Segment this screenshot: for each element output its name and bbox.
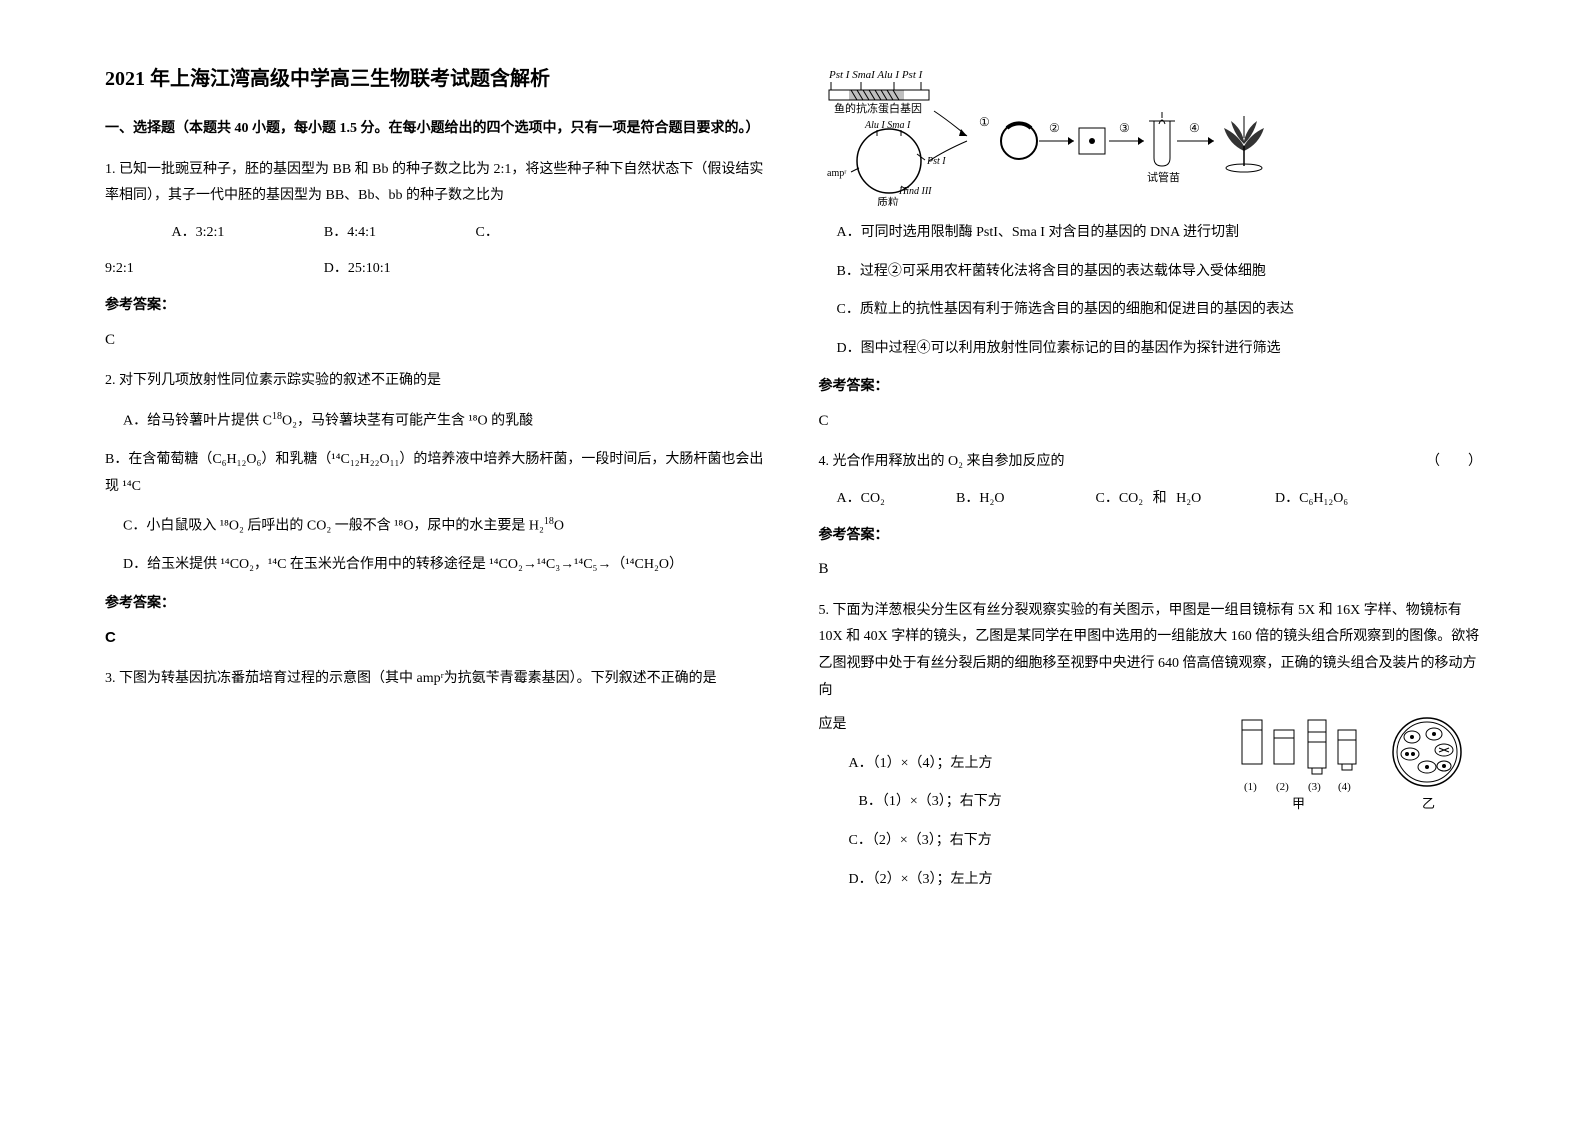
q3-opt-d: D．图中过程④可以利用放射性同位素标记的目的基因作为探针进行筛选 <box>819 336 1483 363</box>
q5-diagram: (1) (2) (3) (4) 甲 乙 <box>1232 712 1482 833</box>
q1-opt-b: B．4:4:1 <box>324 220 376 247</box>
q5-n3: (3) <box>1308 781 1321 793</box>
q2-answer: C <box>105 624 769 653</box>
q1-opt-c: C． <box>476 225 499 240</box>
q2-opt-c-suf: O <box>554 519 564 534</box>
page-title: 2021 年上海江湾高级中学高三生物联考试题含解析 <box>105 60 769 98</box>
diag-step4: ④ <box>1189 121 1200 135</box>
q2-text: 2. 对下列几项放射性同位素示踪实验的叙述不正确的是 <box>105 368 769 395</box>
q1-options-row2: 9:2:1 D．25:10:1 <box>105 256 769 283</box>
q2-opt-c: C．小白鼠吸入 ¹⁸O₂ 后呼出的 CO₂ 一般不含 ¹⁸O，尿中的水主要是 H… <box>105 512 769 540</box>
q1-answer-label: 参考答案： <box>105 293 769 320</box>
plant-icon <box>1224 116 1264 172</box>
q1-text: 1. 已知一批豌豆种子，胚的基因型为 BB 和 Bb 的种子数之比为 2:1，将… <box>105 157 769 210</box>
q1-opt-a: A．3:2:1 <box>172 220 225 247</box>
diag-top-label: Pst I SmaI Alu I Pst I <box>828 69 924 81</box>
q5-jia: 甲 <box>1292 796 1305 811</box>
q5-yi: 乙 <box>1422 796 1435 811</box>
section-intro: 一、选择题（本题共 40 小题，每小题 1.5 分。在每小题给出的四个选项中，只… <box>105 116 769 143</box>
q5-n4: (4) <box>1338 781 1351 793</box>
q2-opt-b: B．在含葡萄糖（C₆H₁₂O₆）和乳糖（¹⁴C₁₂H₂₂O₁₁）的培养液中培养大… <box>105 447 769 500</box>
q5-opt-d: D．（2）×（3）；左上方 <box>819 867 1483 894</box>
question-3-opts: A．可同时选用限制酶 PstI、Sma I 对含目的基因的 DNA 进行切割 B… <box>819 220 1483 435</box>
question-1: 1. 已知一批豌豆种子，胚的基因型为 BB 和 Bb 的种子数之比为 2:1，将… <box>105 157 769 354</box>
right-column: Pst I SmaI Alu I Pst I 鱼的抗冻蛋白基因 Alu I Sm… <box>794 60 1508 1062</box>
q4-opt-b: B．H₂O <box>956 486 1086 513</box>
diag-amp: ampʳ <box>827 168 847 179</box>
q2-opt-a-pre: A．给马铃薯叶片提供 C <box>123 413 272 428</box>
question-4: 4. 光合作用释放出的 O₂ 来自参加反应的 （ ） A．CO₂ B．H₂O C… <box>819 449 1483 583</box>
q2-opt-d: D．给玉米提供 ¹⁴CO₂，¹⁴C 在玉米光合作用中的转移途径是 ¹⁴CO₂→¹… <box>105 552 769 579</box>
q5-text: 5. 下面为洋葱根尖分生区有丝分裂观察实验的有关图示，甲图是一组目镜标有 5X … <box>819 598 1483 704</box>
q2-answer-label: 参考答案： <box>105 591 769 618</box>
q5-n1: (1) <box>1244 781 1257 793</box>
q4-answer-label: 参考答案： <box>819 523 1483 550</box>
q2-opt-c-pre: C．小白鼠吸入 ¹⁸O₂ 后呼出的 CO₂ 一般不含 ¹⁸O，尿中的水主要是 H… <box>123 519 544 534</box>
q3-answer: C <box>819 407 1483 436</box>
question-5: 5. 下面为洋葱根尖分生区有丝分裂观察实验的有关图示，甲图是一组目镜标有 5X … <box>819 598 1483 893</box>
q3-diagram: Pst I SmaI Alu I Pst I 鱼的抗冻蛋白基因 Alu I Sm… <box>819 66 1483 206</box>
q1-answer: C <box>105 326 769 355</box>
diag-step2: ② <box>1049 121 1060 135</box>
q3-answer-label: 参考答案： <box>819 374 1483 401</box>
diag-plasmid: 质粒 <box>877 195 899 206</box>
q1-opt-c2: 9:2:1 <box>105 261 134 276</box>
question-3-intro: 3. 下图为转基因抗冻番茄培育过程的示意图（其中 ampʳ为抗氨苄青霉素基因）。… <box>105 666 769 693</box>
q4-answer: B <box>819 555 1483 584</box>
diag-gene-label: 鱼的抗冻蛋白基因 <box>834 101 922 115</box>
q4-text: 4. 光合作用释放出的 O₂ 来自参加反应的 <box>819 454 1065 469</box>
q4-opt-c: C．CO₂ 和 H₂O <box>1096 486 1266 513</box>
q4-row: 4. 光合作用释放出的 O₂ 来自参加反应的 （ ） <box>819 449 1483 476</box>
question-2: 2. 对下列几项放射性同位素示踪实验的叙述不正确的是 A．给马铃薯叶片提供 C1… <box>105 368 769 652</box>
q2-opt-a-mid: O₂，马铃薯块茎有可能产生含 ¹⁸O 的乳酸 <box>282 413 533 428</box>
diag-alu-sma: Alu I Sma I <box>864 120 911 131</box>
diag-step3: ③ <box>1119 121 1130 135</box>
q1-opt-d: D．25:10:1 <box>324 261 391 276</box>
diag-pst: Pst I <box>926 156 946 167</box>
q3-opt-a: A．可同时选用限制酶 PstI、Sma I 对含目的基因的 DNA 进行切割 <box>819 220 1483 247</box>
q3-opt-b: B．过程②可采用农杆菌转化法将含目的基因的表达载体导入受体细胞 <box>819 259 1483 286</box>
diag-tube: 试管苗 <box>1147 170 1180 184</box>
q4-opt-d: D．C₆H₁₂O₆ <box>1275 491 1348 506</box>
q2-opt-a: A．给马铃薯叶片提供 C18O₂，马铃薯块茎有可能产生含 ¹⁸O 的乳酸 <box>105 407 769 435</box>
q3-text: 3. 下图为转基因抗冻番茄培育过程的示意图（其中 ampʳ为抗氨苄青霉素基因）。… <box>105 666 769 693</box>
q4-options: A．CO₂ B．H₂O C．CO₂ 和 H₂O D．C₆H₁₂O₆ <box>819 486 1483 513</box>
q4-paren: （ ） <box>1426 449 1482 476</box>
q4-opt-a: A．CO₂ <box>837 486 947 513</box>
left-column: 2021 年上海江湾高级中学高三生物联考试题含解析 一、选择题（本题共 40 小… <box>80 60 794 1062</box>
q1-options-row1: A．3:2:1 B．4:4:1 C． <box>105 220 769 247</box>
q3-opt-c: C．质粒上的抗性基因有利于筛选含目的基因的细胞和促进目的基因的表达 <box>819 297 1483 324</box>
q5-n2: (2) <box>1276 781 1289 793</box>
diag-step1: ① <box>979 115 990 129</box>
